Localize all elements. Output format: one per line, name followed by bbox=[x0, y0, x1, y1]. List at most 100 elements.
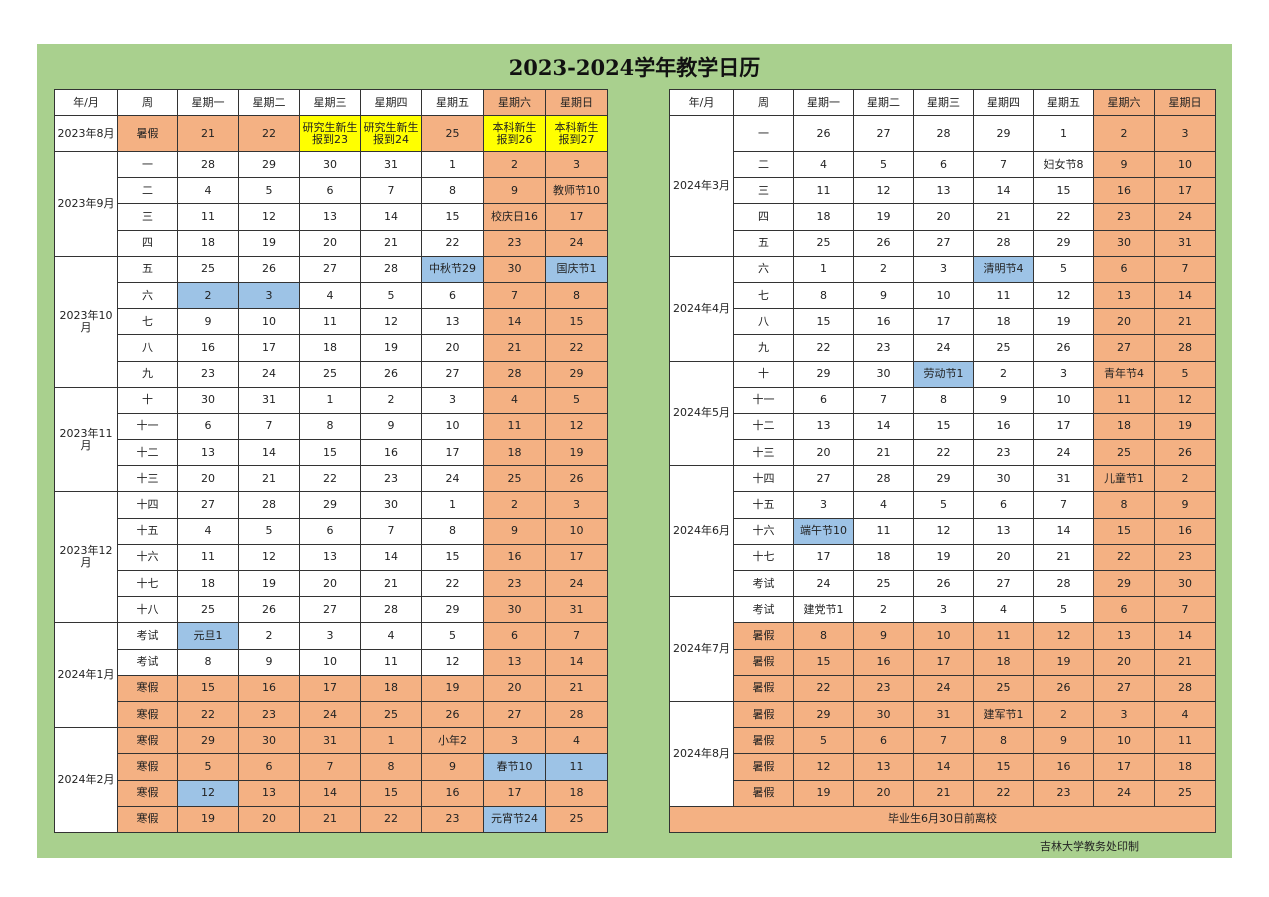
day-cell: 26 bbox=[1033, 334, 1094, 362]
day-cell: 21 bbox=[299, 805, 361, 833]
column-header: 周 bbox=[733, 89, 794, 116]
month-label: 2024年5月 bbox=[669, 360, 734, 467]
day-cell: 6 bbox=[299, 517, 361, 545]
day-cell: 16 bbox=[483, 543, 546, 572]
day-cell: 15 bbox=[1033, 177, 1094, 205]
day-cell: 2 bbox=[483, 150, 546, 179]
day-cell: 4 bbox=[545, 727, 608, 755]
day-cell: 16 bbox=[421, 779, 484, 807]
day-cell: 14 bbox=[238, 439, 300, 467]
day-cell: 14 bbox=[483, 308, 546, 336]
day-cell: 14 bbox=[853, 412, 914, 441]
day-cell: 17 bbox=[299, 674, 361, 702]
week-row: 十六 端午节10 11 12 13 14 15 16 bbox=[670, 517, 1216, 545]
day-cell: 29 bbox=[1093, 569, 1155, 598]
day-cell: 29 bbox=[177, 727, 239, 755]
week-row: 十五 4 5 6 7 8 9 10 bbox=[55, 517, 608, 545]
week-label: 十六 bbox=[117, 543, 178, 572]
day-cell: 14 bbox=[1154, 281, 1216, 310]
day-cell: 15 bbox=[299, 439, 361, 467]
week-row: 2024年6月 十四 27 28 29 30 31 儿童节1 2 bbox=[669, 465, 1216, 598]
week-row: 八 16 17 18 19 20 21 22 bbox=[55, 334, 608, 362]
day-cell: 16 bbox=[1093, 177, 1155, 205]
day-cell: 16 bbox=[853, 648, 914, 676]
day-cell: 14 bbox=[913, 753, 974, 781]
day-cell: 10 bbox=[1093, 727, 1155, 755]
day-cell: 7 bbox=[238, 412, 300, 441]
day-cell: 30 bbox=[177, 386, 239, 414]
week-row: 暑假 15 16 17 18 19 20 21 bbox=[670, 648, 1216, 676]
day-cell: 22 bbox=[793, 674, 854, 702]
day-cell: 24 bbox=[545, 229, 608, 257]
day-cell: 11 bbox=[177, 543, 239, 572]
day-cell: 15 bbox=[421, 203, 484, 231]
day-cell: 20 bbox=[299, 229, 361, 257]
day-cell: 9 bbox=[1093, 150, 1155, 179]
week-row: 三 11 12 13 14 15 校庆日16 17 bbox=[55, 203, 608, 231]
day-cell: 31 bbox=[360, 150, 422, 179]
week-label: 七 bbox=[117, 308, 178, 336]
day-cell: 青年节4 bbox=[1093, 360, 1155, 388]
day-cell: 本科新生 报到26 bbox=[483, 115, 546, 152]
day-cell: 19 bbox=[913, 543, 974, 572]
day-cell: 19 bbox=[238, 569, 300, 598]
day-cell: 17 bbox=[421, 439, 484, 467]
day-cell: 1 bbox=[793, 255, 854, 283]
week-row: 三 11 12 13 14 15 16 17 bbox=[670, 177, 1216, 205]
day-cell: 25 bbox=[360, 700, 422, 729]
day-cell: 21 bbox=[1154, 648, 1216, 676]
day-cell: 18 bbox=[177, 569, 239, 598]
day-cell: 6 bbox=[853, 727, 914, 755]
week-row: 十三 20 21 22 23 24 25 26 bbox=[55, 465, 608, 493]
day-cell: 17 bbox=[1033, 412, 1094, 441]
day-cell: 23 bbox=[483, 229, 546, 257]
day-cell: 18 bbox=[1093, 412, 1155, 441]
day-cell: 6 bbox=[177, 412, 239, 441]
day-cell: 17 bbox=[545, 203, 608, 231]
day-cell: 18 bbox=[853, 543, 914, 572]
column-header: 星期四 bbox=[360, 89, 422, 116]
day-cell: 25 bbox=[545, 805, 608, 833]
day-cell: 小年2 bbox=[421, 727, 484, 755]
day-cell: 3 bbox=[1154, 115, 1216, 152]
day-cell: 30 bbox=[853, 700, 914, 729]
day-cell: 21 bbox=[545, 674, 608, 702]
day-cell: 7 bbox=[483, 281, 546, 310]
day-cell: 7 bbox=[913, 727, 974, 755]
day-cell: 4 bbox=[793, 150, 854, 179]
day-cell: 29 bbox=[973, 115, 1034, 152]
week-label: 暑假 bbox=[733, 648, 794, 676]
week-label: 五 bbox=[117, 255, 178, 283]
day-cell: 8 bbox=[545, 281, 608, 310]
day-cell: 本科新生 报到27 bbox=[545, 115, 608, 152]
week-row: 寒假 19 20 21 22 23 元宵节24 25 bbox=[55, 805, 608, 833]
day-cell: 20 bbox=[1093, 308, 1155, 336]
day-cell: 3 bbox=[913, 255, 974, 283]
day-cell: 15 bbox=[177, 674, 239, 702]
day-cell: 5 bbox=[853, 150, 914, 179]
week-label: 十七 bbox=[733, 543, 794, 572]
column-header: 星期六 bbox=[1093, 89, 1155, 116]
day-cell: 27 bbox=[299, 596, 361, 624]
week-label: 四 bbox=[733, 203, 794, 231]
day-cell: 17 bbox=[793, 543, 854, 572]
day-cell: 16 bbox=[973, 412, 1034, 441]
day-cell: 25 bbox=[177, 596, 239, 624]
day-cell: 8 bbox=[973, 727, 1034, 755]
day-cell: 12 bbox=[238, 203, 300, 231]
week-row: 八 15 16 17 18 19 20 21 bbox=[670, 308, 1216, 336]
day-cell: 3 bbox=[483, 727, 546, 755]
day-cell: 23 bbox=[1093, 203, 1155, 231]
day-cell: 3 bbox=[545, 150, 608, 179]
day-cell: 18 bbox=[545, 779, 608, 807]
day-cell: 26 bbox=[238, 596, 300, 624]
day-cell: 4 bbox=[1154, 700, 1216, 729]
day-cell: 23 bbox=[238, 700, 300, 729]
day-cell: 22 bbox=[421, 569, 484, 598]
week-row: 2023年12月 十四 27 28 29 30 1 2 3 bbox=[54, 491, 608, 624]
day-cell: 7 bbox=[545, 622, 608, 650]
day-cell: 23 bbox=[1033, 779, 1094, 807]
day-cell: 6 bbox=[793, 386, 854, 414]
day-cell: 16 bbox=[238, 674, 300, 702]
day-cell: 21 bbox=[177, 115, 239, 152]
